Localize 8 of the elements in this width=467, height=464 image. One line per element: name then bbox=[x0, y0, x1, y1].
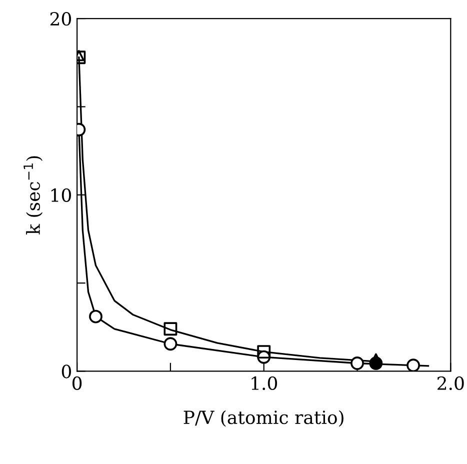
x-tick-label: 0 bbox=[72, 376, 82, 390]
x-axis-title: P/V (atomic ratio) bbox=[184, 410, 344, 427]
y-axis-title: k (sec$^{−1}$) bbox=[24, 156, 43, 234]
x-tick-label: 2.0 bbox=[438, 376, 464, 390]
y-tick-label: 20 bbox=[50, 12, 71, 26]
y-tick-label: 10 bbox=[51, 188, 71, 202]
x-tick-label: 1.0 bbox=[252, 376, 278, 390]
y-tick-label: 0 bbox=[62, 364, 71, 378]
